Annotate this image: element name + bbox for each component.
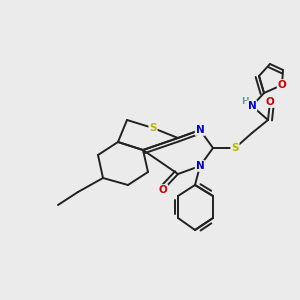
Text: N: N [196,161,204,171]
Text: S: S [149,123,157,133]
Text: O: O [159,185,167,195]
Text: S: S [231,143,239,153]
Text: O: O [278,80,286,90]
Text: O: O [266,97,274,107]
Text: H: H [241,97,249,106]
Text: N: N [196,125,204,135]
Text: N: N [248,101,256,111]
